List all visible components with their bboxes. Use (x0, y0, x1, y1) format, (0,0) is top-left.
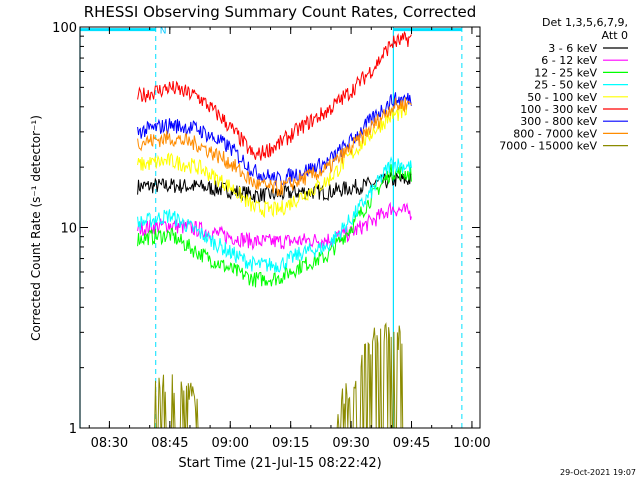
y-axis-label: Corrected Count Rate (s⁻¹ detector⁻¹) (29, 115, 43, 341)
series-line-6 (137, 92, 412, 186)
series-line-1 (137, 201, 412, 251)
legend-label-6: 300 - 800 keV (520, 115, 597, 128)
series-line-2 (137, 164, 412, 288)
x-tick-label-0: 08:30 (91, 436, 128, 451)
series-line-4 (137, 103, 408, 219)
x-axis: 08:30 08:45 09:00 09:15 09:30 09:45 10:00 (88, 27, 491, 451)
chart-title: RHESSI Observing Summary Count Rates, Co… (84, 3, 477, 21)
legend-label-0: 3 - 6 keV (548, 42, 597, 55)
timestamp: 29-Oct-2021 19:07 (560, 468, 636, 477)
y-tick-label-2: 100 (52, 21, 77, 36)
series-line-7 (137, 97, 412, 197)
x-tick-label-5: 09:45 (393, 436, 430, 451)
legend-label-4: 50 - 100 keV (527, 91, 597, 104)
series-line-3 (137, 156, 412, 273)
legend-title-line-1: Det 1,3,5,6,7,9, (542, 16, 628, 29)
legend-label-5: 100 - 300 keV (520, 103, 597, 116)
x-tick-label-2: 09:00 (212, 436, 249, 451)
series-line-0 (137, 171, 412, 204)
x-tick-label-1: 08:45 (151, 436, 188, 451)
x-axis-label: Start Time (21-Jul-15 08:22:42) (178, 456, 381, 471)
x-tick-label-6: 10:00 (453, 436, 490, 451)
y-tick-label-1: 10 (60, 222, 77, 237)
legend-label-8: 7000 - 15000 keV (499, 140, 597, 153)
series-line-5 (137, 30, 412, 161)
legend-title-line-2: Att 0 (602, 29, 628, 42)
annotation-0: N (160, 27, 167, 37)
y-axis: 1 10 100 (52, 21, 480, 437)
x-tick-label-4: 09:30 (332, 436, 369, 451)
legend-label-3: 25 - 50 keV (534, 79, 597, 92)
y-tick-label-0: 1 (69, 422, 77, 437)
x-tick-label-3: 09:15 (272, 436, 309, 451)
legend-label-2: 12 - 25 keV (534, 66, 597, 79)
legend-label-1: 6 - 12 keV (541, 54, 597, 67)
legend-label-7: 800 - 7000 keV (513, 127, 597, 140)
